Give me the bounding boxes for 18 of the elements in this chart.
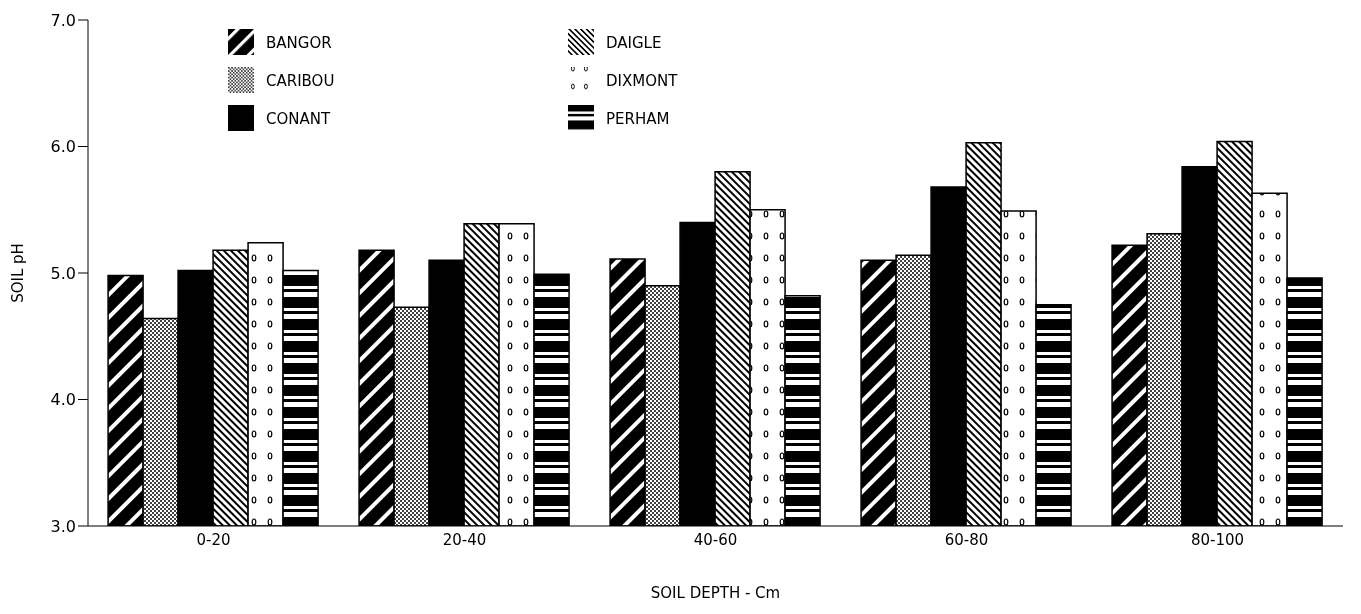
x-tick-label: 60-80 xyxy=(944,530,989,549)
legend-label: CONANT xyxy=(266,109,331,128)
y-tick-label: 3.0 xyxy=(50,516,76,536)
y-axis-title: SOIL pH xyxy=(9,243,28,303)
y-tick-label: 5.0 xyxy=(50,263,76,283)
y-tick-label: 6.0 xyxy=(50,137,76,157)
legend-label: PERHAM xyxy=(606,109,670,128)
x-axis-title: SOIL DEPTH - Cm xyxy=(650,584,781,602)
x-tick-label: 40-60 xyxy=(693,530,738,549)
legend-label: CARIBOU xyxy=(266,71,335,90)
legend-label: DIXMONT xyxy=(606,71,678,90)
y-tick-label: 4.0 xyxy=(50,390,76,410)
x-tick-label: 20-40 xyxy=(442,530,487,549)
y-tick-label: 7.0 xyxy=(50,10,76,30)
x-tick-label: 80-100 xyxy=(1190,530,1245,549)
legend-label: BANGOR xyxy=(266,33,332,52)
legend-label: DAIGLE xyxy=(606,33,662,52)
x-tick-label: 0-20 xyxy=(196,530,231,549)
